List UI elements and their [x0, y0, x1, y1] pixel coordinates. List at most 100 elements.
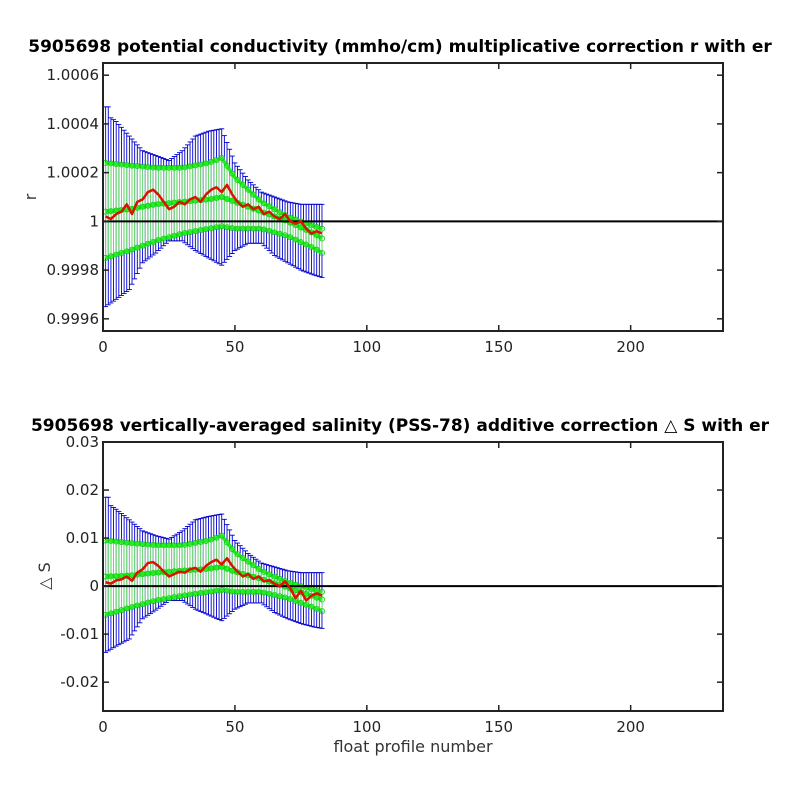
x-tick-label: 150 [484, 338, 513, 356]
green-marker [292, 236, 299, 243]
plot-marks: 0 50 100 150 200 0.9996 0.9998 1 1.0002 1.0004 1.0… [47, 62, 724, 356]
green-marker [276, 575, 283, 582]
y-tick-label: 0.9998 [47, 261, 100, 279]
green-marker [282, 594, 289, 601]
green-marker [113, 608, 120, 615]
green-marker [218, 532, 225, 539]
green-marker [308, 603, 315, 610]
salinity-correction-panel: 5905698 vertically-averaged salinity (PS… [31, 416, 770, 756]
x-axis-label: float profile number [333, 737, 493, 756]
green-marker [318, 235, 325, 242]
green-marker [234, 176, 241, 183]
green-marker [239, 554, 246, 561]
green-marker [313, 232, 320, 239]
green-marker [229, 197, 236, 204]
green-marker [223, 195, 230, 202]
y-tick-label: -0.01 [60, 625, 99, 643]
y-tick-label: 1.0002 [47, 164, 100, 182]
green-marker [318, 225, 325, 232]
green-marker [250, 191, 257, 198]
green-marker [144, 240, 151, 247]
green-marker [218, 155, 225, 162]
x-tick-label: 200 [616, 718, 645, 736]
green-marker [313, 224, 320, 231]
green-marker [266, 227, 273, 234]
green-marker [255, 196, 262, 203]
green-marker [118, 607, 125, 614]
chart-title: 5905698 vertically-averaged salinity (PS… [31, 416, 770, 436]
green-marker [318, 596, 325, 603]
green-marker [271, 573, 278, 580]
plot-marks: 0 50 100 150 200 -0.02 -0.01 0 0.01 0.02 0.03 [60, 433, 724, 736]
y-tick-label: 0 [89, 577, 99, 595]
green-marker [223, 565, 230, 572]
y-tick-label: 0.03 [66, 433, 99, 451]
green-marker [208, 158, 215, 165]
green-marker [297, 599, 304, 606]
green-marker [282, 232, 289, 239]
green-marker [297, 224, 304, 231]
green-marker [113, 251, 120, 258]
green-marker [160, 235, 167, 242]
green-marker [139, 242, 146, 249]
green-marker [250, 562, 257, 569]
green-marker [123, 605, 130, 612]
green-marker [123, 248, 130, 255]
green-marker [134, 602, 141, 609]
green-marker [239, 181, 246, 188]
green-marker [271, 229, 278, 236]
green-marker [260, 226, 267, 233]
green-marker [155, 237, 162, 244]
green-marker [229, 170, 236, 177]
green-marker [292, 587, 299, 594]
y-tick-label: 1.0006 [47, 66, 100, 84]
x-tick-label: 100 [353, 718, 382, 736]
plot-area [103, 496, 723, 653]
green-marker [303, 601, 310, 608]
green-marker [255, 565, 262, 572]
green-marker [218, 193, 225, 200]
axes-frame [102, 62, 724, 332]
green-marker [292, 581, 299, 588]
y-axis-label: △ S [35, 562, 54, 590]
green-marker [318, 250, 325, 257]
green-marker [271, 206, 278, 213]
green-marker [303, 241, 310, 248]
green-marker [260, 200, 267, 207]
green-marker [276, 209, 283, 216]
x-tick-label: 100 [353, 338, 382, 356]
y-tick-label: 1 [89, 212, 99, 230]
green-marker [276, 230, 283, 237]
green-marker [107, 610, 114, 617]
x-tick-label: 50 [225, 718, 244, 736]
green-marker [297, 239, 304, 246]
x-tick-label: 200 [616, 338, 645, 356]
green-marker [245, 558, 252, 565]
green-marker [308, 222, 315, 229]
green-marker [165, 234, 172, 241]
y-axis-label: r [21, 193, 40, 200]
y-tick-label: 0.9996 [47, 310, 100, 328]
green-marker [129, 604, 136, 611]
green-marker [229, 546, 236, 553]
y-tick-label: 1.0004 [47, 115, 100, 133]
green-marker [150, 238, 157, 245]
green-marker [202, 537, 209, 544]
green-marker [223, 539, 230, 546]
mean-correction-line [105, 183, 323, 235]
green-marker [287, 596, 294, 603]
green-marker [229, 567, 236, 574]
green-marker [287, 234, 294, 241]
x-tick-label: 0 [98, 718, 108, 736]
green-marker [313, 246, 320, 253]
axes-frame [102, 441, 724, 712]
green-marker [213, 156, 220, 163]
green-marker [213, 534, 220, 541]
green-marker [266, 203, 273, 210]
green-marker [234, 551, 241, 558]
green-marker [144, 599, 151, 606]
plot-area [103, 106, 723, 308]
y-tick-label: 0.02 [66, 481, 99, 499]
green-marker [260, 568, 267, 575]
